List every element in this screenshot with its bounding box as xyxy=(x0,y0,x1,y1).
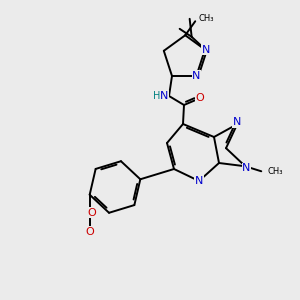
Text: N: N xyxy=(202,45,210,55)
Text: N: N xyxy=(195,176,203,186)
Text: H: H xyxy=(153,91,161,101)
Text: O: O xyxy=(196,93,204,103)
Text: N: N xyxy=(233,117,242,127)
Text: N: N xyxy=(160,91,168,101)
Text: CH₃: CH₃ xyxy=(267,167,283,176)
Text: O: O xyxy=(87,208,96,218)
Text: CH₃: CH₃ xyxy=(198,14,214,23)
Text: N: N xyxy=(242,163,250,173)
Text: O: O xyxy=(85,227,94,237)
Text: N: N xyxy=(192,71,201,81)
